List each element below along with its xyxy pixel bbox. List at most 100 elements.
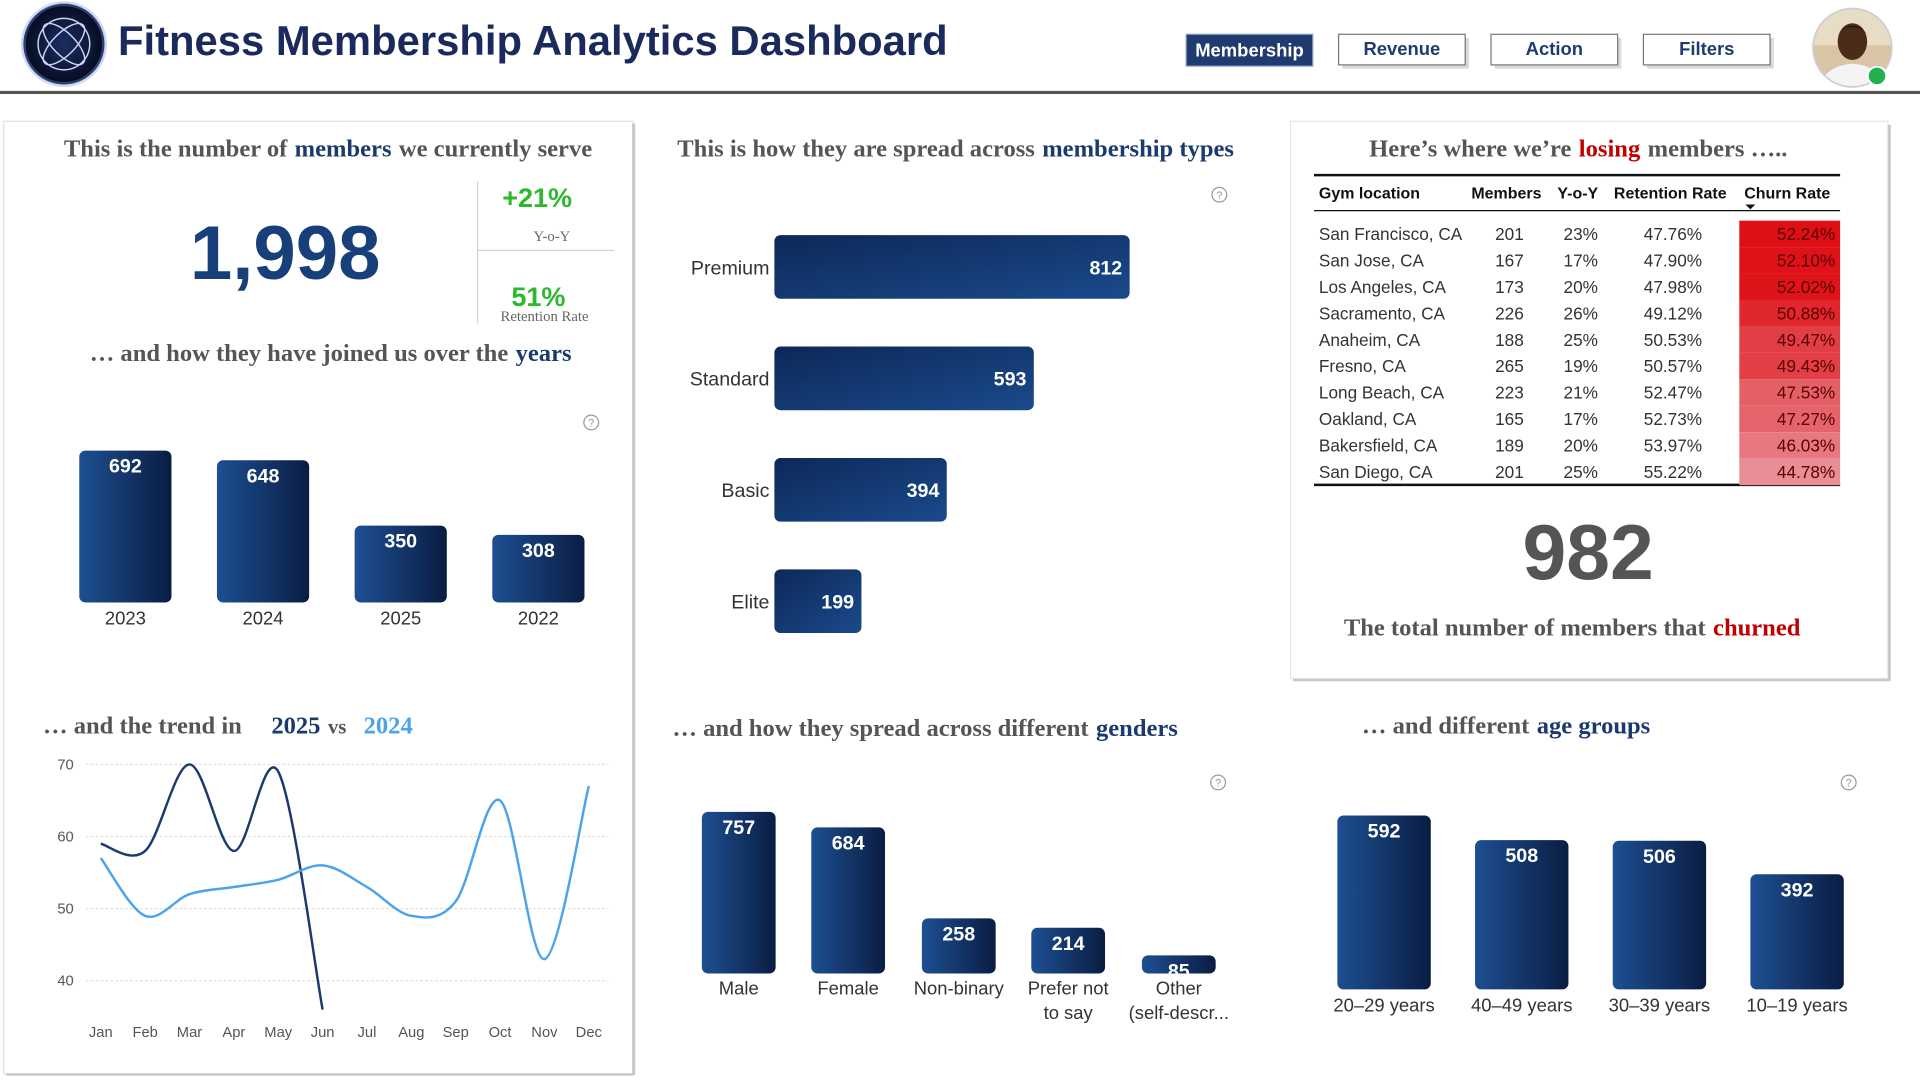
- table-cell: 47.53%: [1777, 383, 1835, 403]
- x-tick-label: Jun: [311, 1025, 335, 1041]
- kpi-retention: 51%: [511, 282, 565, 312]
- table-cell: 173: [1495, 277, 1524, 297]
- table-cell: 46.03%: [1777, 436, 1835, 456]
- heading-part: churned: [1713, 615, 1801, 642]
- churn-cell-bg: [1739, 458, 1841, 486]
- x-tick-label: Male: [719, 977, 759, 998]
- table-cell: 49.47%: [1777, 330, 1835, 350]
- section-heading: Here’s where we’re losing members …..: [1369, 136, 1787, 163]
- heading-part: membership types: [1042, 136, 1234, 163]
- line-series: [99, 785, 590, 961]
- table-cell: 49.43%: [1777, 356, 1835, 376]
- heading-part: This is how they are spread across: [677, 136, 1035, 163]
- heading-part: we currently serve: [399, 136, 592, 163]
- x-tick-label: Other (self-descr...: [1129, 977, 1229, 1022]
- table-cell: 189: [1495, 436, 1524, 456]
- data-label: 308: [522, 540, 555, 562]
- table-cell: 19%: [1564, 356, 1598, 376]
- section-heading: … and different age groups: [1362, 713, 1650, 740]
- help-icon[interactable]: ?: [1210, 774, 1227, 791]
- data-label: 394: [907, 480, 940, 502]
- churn-cell-bg: [1739, 352, 1841, 380]
- user-avatar[interactable]: [1812, 7, 1893, 92]
- table-cell: 188: [1495, 330, 1524, 350]
- x-tick-label: 30–39 years: [1609, 994, 1710, 1015]
- churn-cell-bg: [1739, 220, 1841, 248]
- data-label: 506: [1643, 846, 1676, 868]
- heading-part: … and how they have joined us over the: [90, 340, 509, 367]
- section-heading: This is the number of members we currently…: [64, 136, 592, 163]
- kpi-yoy: +21%: [502, 183, 572, 213]
- table-cell: 52.73%: [1644, 409, 1702, 429]
- help-icon[interactable]: ?: [1840, 774, 1857, 791]
- nav-label[interactable]: Membership: [1195, 39, 1304, 60]
- table-cell: San Francisco, CA: [1319, 224, 1463, 244]
- y-tick-label: 40: [57, 974, 73, 990]
- bar: [774, 235, 1130, 299]
- x-tick-label: Sep: [443, 1025, 469, 1041]
- table-cell: 165: [1495, 409, 1524, 429]
- section-heading: The total number of members that churned: [1344, 615, 1801, 642]
- bar: [774, 457, 947, 522]
- line-series: [100, 763, 324, 1010]
- bar: [921, 918, 996, 974]
- table-cell: Los Angeles, CA: [1319, 277, 1447, 297]
- section-heading: … and how they spread across different ge…: [672, 715, 1177, 742]
- table-cell: Fresno, CA: [1319, 356, 1406, 376]
- nav-button[interactable]: Revenue: [1337, 33, 1469, 69]
- help-icon[interactable]: ?: [1211, 186, 1228, 203]
- logo: [20, 1, 107, 87]
- table-cell: Bakersfield, CA: [1319, 436, 1438, 456]
- data-label: 812: [1089, 257, 1122, 279]
- page-title: Fitness Membership Analytics Dashboard: [118, 17, 948, 64]
- heading-part: members …..: [1648, 136, 1788, 163]
- x-tick-label: Non-binary: [914, 977, 1005, 998]
- table-header: Gym location: [1319, 185, 1420, 202]
- table-cell: 23%: [1564, 224, 1598, 244]
- x-tick-label: 2022: [518, 608, 559, 629]
- data-label: 258: [942, 923, 975, 945]
- help-icon[interactable]: ?: [583, 414, 600, 431]
- nav-button[interactable]: Action: [1490, 33, 1622, 69]
- table-cell: 226: [1495, 303, 1524, 323]
- svg-text:?: ?: [588, 418, 594, 430]
- heading-part: members: [295, 136, 392, 163]
- x-tick-label: Mar: [177, 1025, 202, 1041]
- nav-label[interactable]: Revenue: [1363, 38, 1440, 59]
- churn-total: 982: [1523, 508, 1654, 596]
- table-cell: 20%: [1564, 277, 1598, 297]
- y-tick-label: Basic: [721, 480, 769, 502]
- nav-label[interactable]: Action: [1526, 38, 1583, 59]
- data-label: 692: [109, 456, 142, 478]
- table-cell: Sacramento, CA: [1319, 303, 1446, 323]
- data-label: 392: [1781, 879, 1814, 901]
- nav-button[interactable]: Membership: [1185, 33, 1314, 67]
- table-cell: 21%: [1564, 383, 1598, 403]
- x-tick-label: 2025: [380, 608, 421, 629]
- kpi-retention-label: Retention Rate: [501, 309, 590, 325]
- table-header: Members: [1471, 185, 1541, 202]
- table-cell: 201: [1495, 462, 1524, 482]
- bar: [701, 811, 776, 974]
- table-cell: 47.90%: [1644, 250, 1702, 270]
- x-tick-label: 2023: [105, 608, 146, 629]
- x-tick-label: Female: [817, 977, 878, 998]
- y-tick-label: Standard: [690, 369, 770, 391]
- table-cell: 50.88%: [1777, 303, 1835, 323]
- data-label: 684: [832, 832, 865, 854]
- churn-cell-bg: [1739, 300, 1841, 327]
- table-cell: 167: [1495, 250, 1524, 270]
- table-cell: 47.27%: [1777, 409, 1835, 429]
- bar: [492, 534, 585, 603]
- nav-button[interactable]: Filters: [1642, 33, 1774, 69]
- help-icons: ? ? ? ?: [583, 186, 1857, 791]
- churn-cell-bg: [1739, 432, 1841, 459]
- table-cell: Anaheim, CA: [1319, 330, 1421, 350]
- bar: [774, 569, 862, 634]
- churn-cell-bg: [1739, 405, 1841, 433]
- table-cell: 47.76%: [1644, 224, 1702, 244]
- nav-label[interactable]: Filters: [1679, 38, 1734, 59]
- table-header: Churn Rate: [1744, 185, 1830, 202]
- table-cell: 201: [1495, 224, 1524, 244]
